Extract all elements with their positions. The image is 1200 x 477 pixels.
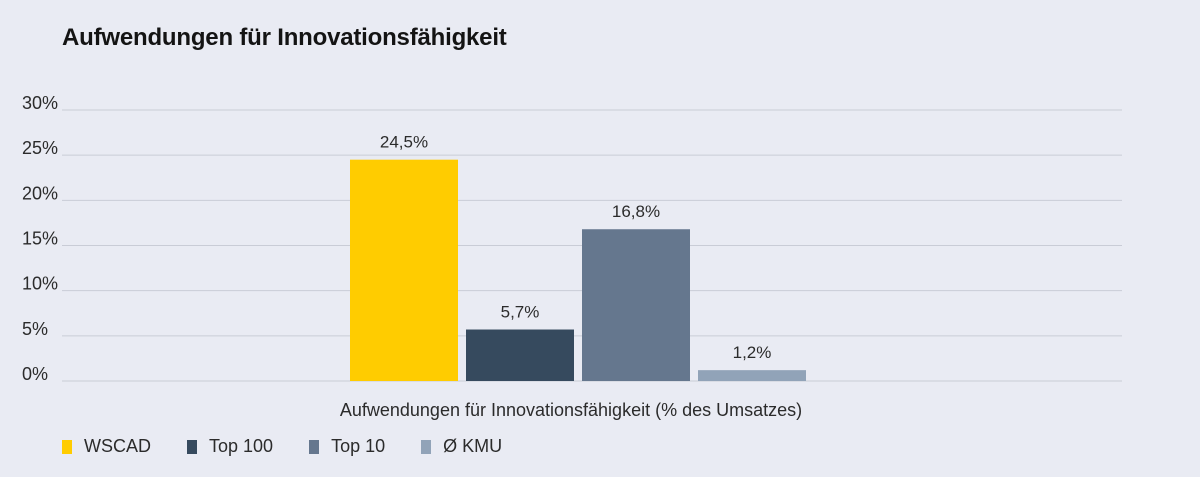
y-tick-label: 25% [22,138,58,158]
bars [350,159,806,381]
legend-item: WSCAD [62,436,151,457]
data-label: 24,5% [380,133,428,152]
data-label: 5,7% [501,303,540,322]
data-labels: 24,5% 5,7% 16,8% 1,2% [380,133,771,362]
data-label: 1,2% [733,343,772,362]
y-tick-label: 10% [22,274,58,294]
y-tick-label: 0% [22,364,48,384]
legend-label: WSCAD [84,436,151,456]
bar-top-10 [582,229,690,381]
legend-swatch [421,439,432,454]
bar-wscad [350,159,458,381]
y-tick-label: 30% [22,93,58,113]
y-tick-label: 20% [22,183,58,203]
legend-label: Ø KMU [443,436,503,456]
y-tick-label: 5% [22,319,48,339]
legend-swatch [309,439,320,454]
legend-label: Top 100 [209,436,274,456]
y-tick-label: 15% [22,229,58,249]
bar-kmu [698,370,806,381]
bar-top-100 [466,329,574,381]
chart-title: Aufwendungen für Innovationsfähigkeit [62,24,507,51]
legend-label: Top 10 [331,436,386,456]
legend: WSCAD Top 100 Top 10 Ø KMU [62,436,538,457]
legend-item: Top 100 [187,436,273,457]
legend-item: Ø KMU [421,436,502,457]
data-label: 16,8% [612,202,660,221]
legend-item: Top 10 [309,436,385,457]
legend-swatch [187,439,197,454]
x-axis-label: Aufwendungen für Innovationsfähigkeit (%… [340,400,802,420]
y-axis-ticks: 0% 5% 10% 15% 20% 25% 30% [22,93,58,384]
bar-chart: 0% 5% 10% 15% 20% 25% 30% 24,5% 5,7% 16,8% 1,2% A… [22,93,1122,420]
legend-swatch [62,439,72,454]
